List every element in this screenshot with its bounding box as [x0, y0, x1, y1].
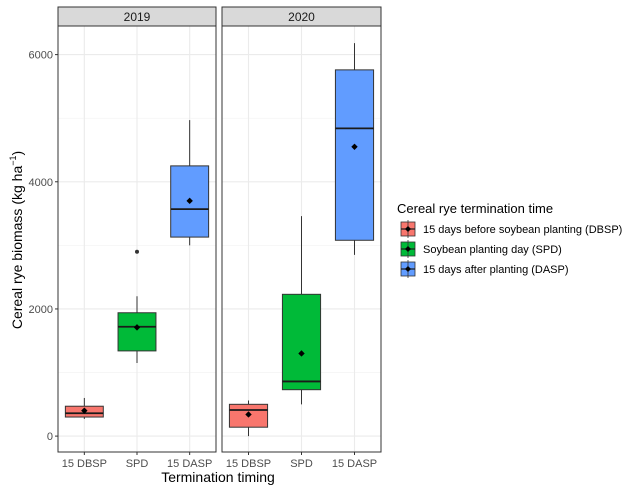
mean-point [245, 411, 252, 418]
y-axis-title-superscript: −1 [8, 156, 18, 166]
y-axis-title: Cereal rye biomass (kg ha−1) [8, 151, 25, 329]
legend-title: Cereal rye termination time [397, 201, 553, 216]
box-iqr [281, 293, 322, 391]
x-tick-label: 15 DBSP [62, 458, 107, 470]
box-15-dasp [170, 120, 210, 246]
legend-label: 15 days before soybean planting (DBSP) [423, 224, 622, 236]
legend-mean-point [405, 246, 411, 252]
mean-point [351, 143, 358, 151]
x-tick-label: 15 DASP [332, 458, 377, 470]
x-tick-label: SPD [290, 458, 313, 470]
legend-key [400, 240, 416, 258]
legend-key [400, 220, 416, 238]
mean-point [133, 324, 141, 331]
y-tick-label: 4000 [29, 177, 53, 189]
y-axis-title-main: Cereal rye biomass (kg ha [9, 166, 25, 330]
facet-panels: 0 2000 4000 6000 2019 15 DBSP SPD 15 DASP 2020 15… [29, 6, 382, 470]
legend: Cereal rye termination time 15 days befo… [397, 201, 622, 278]
facet-2019: 2019 15 DBSP SPD 15 DASP [57, 6, 217, 470]
y-tick-label: 2000 [29, 304, 53, 316]
facet-2020: 2020 15 DBSP SPD 15 DASP [221, 6, 382, 470]
y-tick-label: 0 [47, 431, 53, 443]
x-tick-label: 15 DASP [167, 458, 212, 470]
outlier-point [135, 249, 139, 254]
legend-mean-point [405, 266, 411, 272]
y-tick-label: 6000 [29, 50, 53, 62]
mean-point [81, 407, 88, 414]
facet-strip-label: 2020 [288, 10, 315, 24]
x-axis-title: Termination timing [161, 469, 275, 485]
y-axis-title-suffix: ) [9, 151, 25, 156]
x-tick-label: SPD [126, 458, 149, 470]
legend-mean-point [405, 226, 411, 232]
box-15-dbsp [228, 400, 269, 437]
box-spd [117, 249, 157, 363]
x-tick-label: 15 DBSP [226, 458, 271, 470]
box-spd [281, 216, 322, 405]
box-15-dbsp [64, 397, 104, 419]
legend-key [400, 260, 416, 278]
box-iqr [334, 69, 375, 241]
mean-point [186, 197, 193, 205]
legend-label: 15 days after planting (DASP) [423, 264, 569, 276]
legend-label: Soybean planting day (SPD) [423, 244, 562, 256]
facet-strip-label: 2019 [124, 10, 151, 24]
mean-point [298, 350, 305, 357]
box-iqr [117, 312, 157, 352]
box-15-dasp [334, 43, 375, 255]
